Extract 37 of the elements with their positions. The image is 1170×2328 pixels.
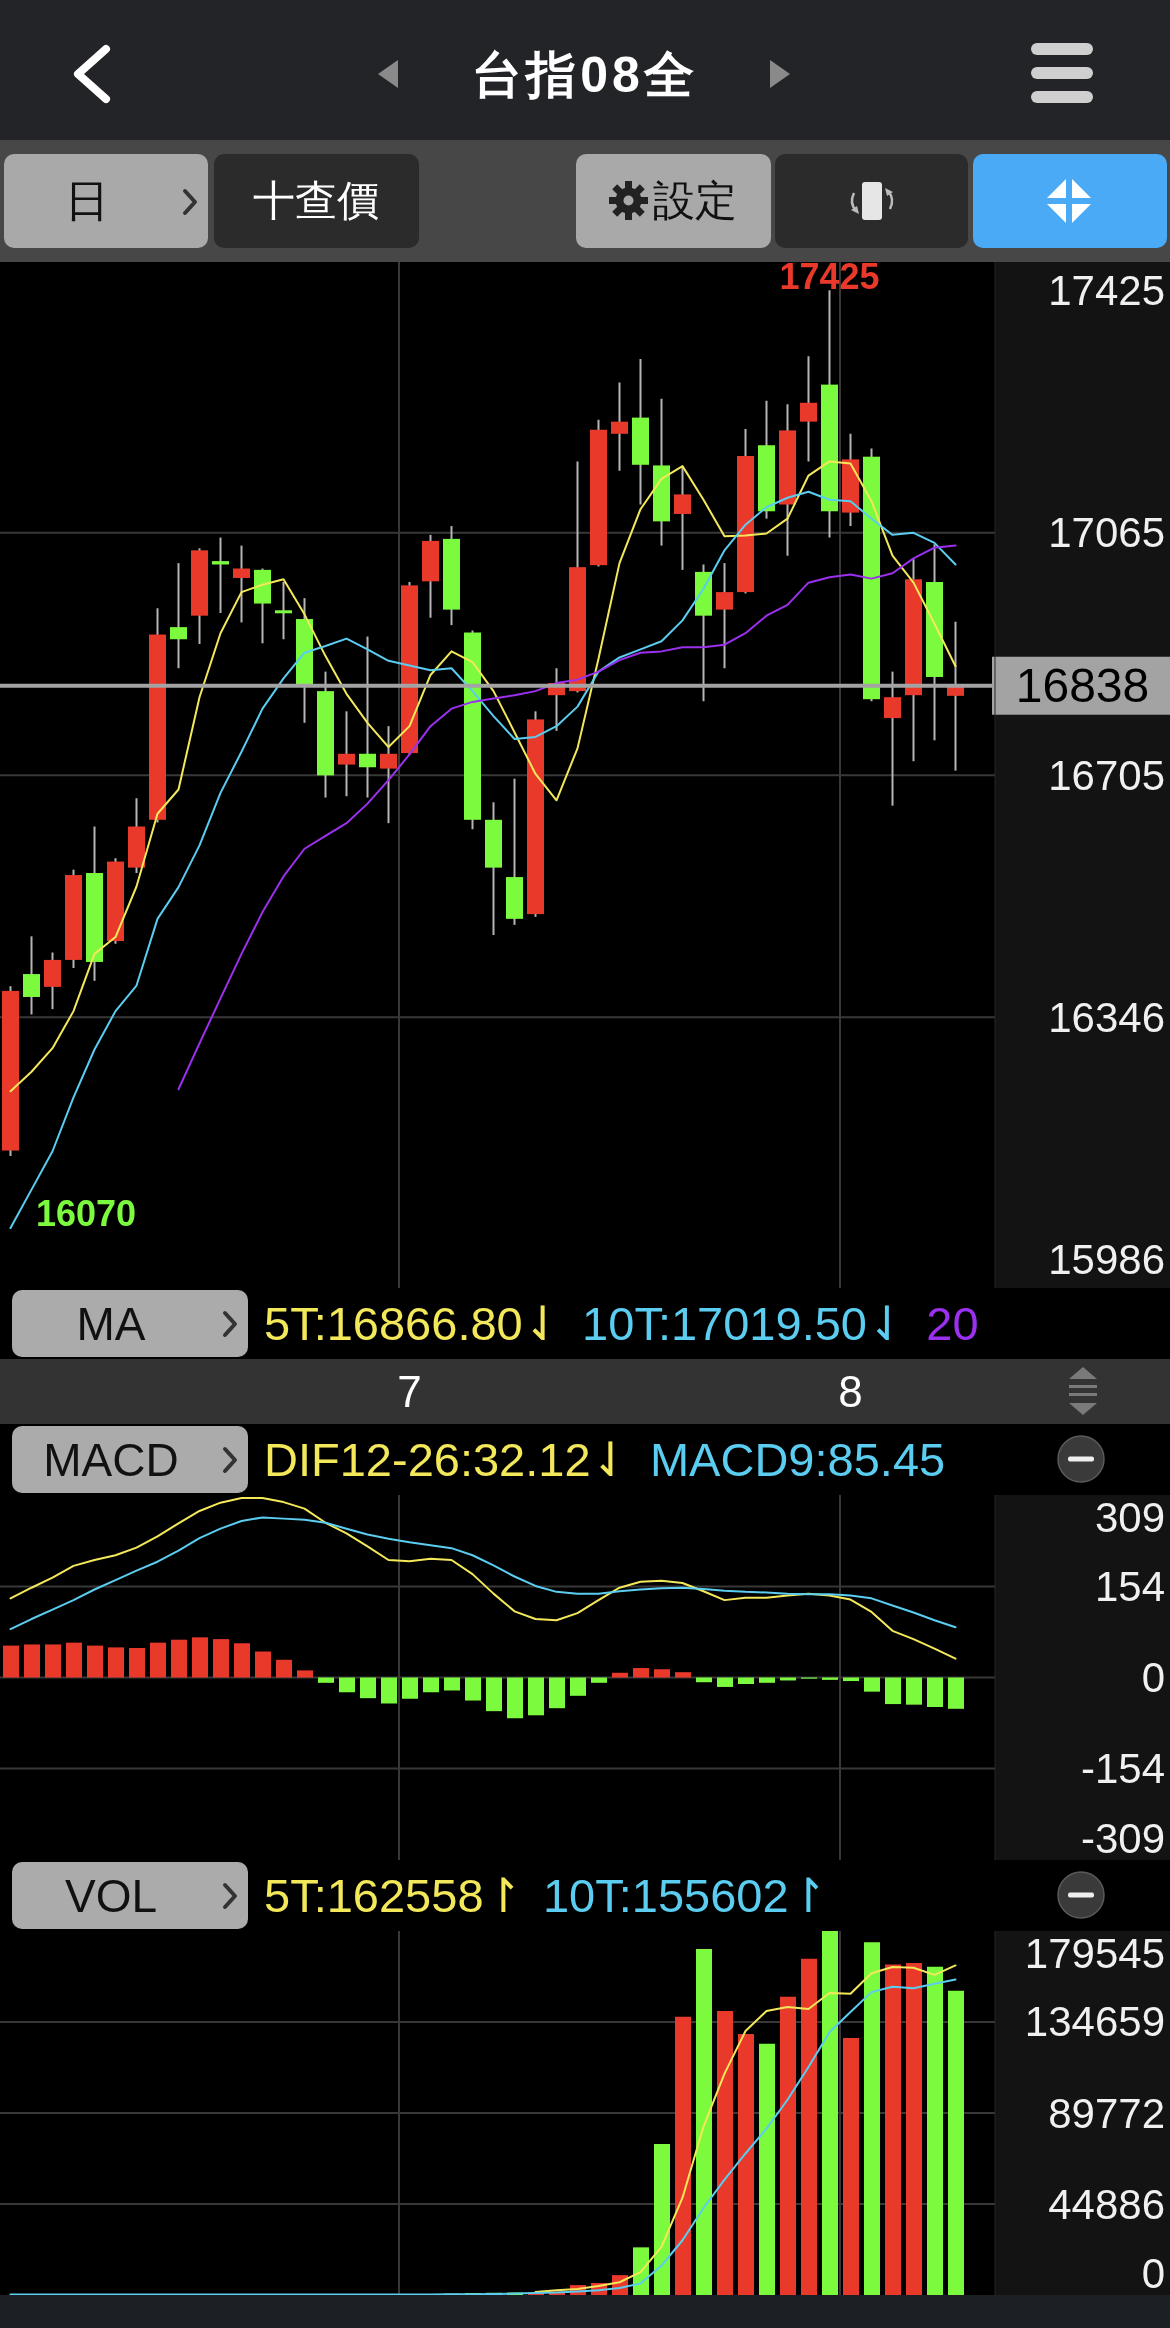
legend-title: VOL [64,1870,158,1922]
button: VOL [12,1862,248,1929]
legend-title: MA [76,1298,146,1350]
series-label: 10T:155602↾ [542,1869,828,1922]
series-label: DIF12-26:32.12⇃ [264,1433,630,1486]
y-tick-label: 16346 [1048,993,1165,1041]
text: 日 [65,176,109,225]
legend-title: MACD [43,1434,179,1486]
y-tick-label: 0 [1141,1654,1165,1701]
y-tick-label: -154 [1080,1744,1165,1792]
y-tick-label: 16705 [1048,751,1165,799]
y-tick-label: 17425 [1048,266,1165,314]
text: 設定 [653,177,737,224]
y-tick-label: 179545 [1024,1929,1165,1977]
y-tick-label: 44886 [1048,2180,1165,2228]
text: 20 [926,1297,979,1350]
x-tick-label: 8 [838,1367,863,1416]
text: 10T:17019.50⇃ [582,1297,907,1350]
y-tick-label: 154 [1094,1563,1165,1611]
y-tick-label: 309 [1094,1493,1165,1541]
y-tick-label: 134659 [1024,1998,1165,2046]
button: MACD [12,1426,248,1493]
text: 十查價 [253,177,379,224]
y-tick-label: 89772 [1048,2089,1165,2137]
y-tick-label: 17065 [1048,509,1165,557]
text: MACD9:85.45 [649,1433,946,1486]
y-tick-label: 0 [1141,2249,1165,2297]
annotation: 17425 [779,255,880,297]
x-tick-label: 7 [397,1367,422,1416]
y-tick-label: -309 [1080,1814,1165,1862]
annotation: 16070 [36,1193,137,1234]
ref-line-label: 16838 [1015,659,1150,713]
text: 5T:16866.80⇃ [264,1297,563,1350]
text: 5T:162558↾ [264,1869,523,1922]
chart-title: 台指08全 [472,47,698,103]
button: MA [12,1290,248,1357]
y-tick-label: 15986 [1048,1236,1165,1284]
